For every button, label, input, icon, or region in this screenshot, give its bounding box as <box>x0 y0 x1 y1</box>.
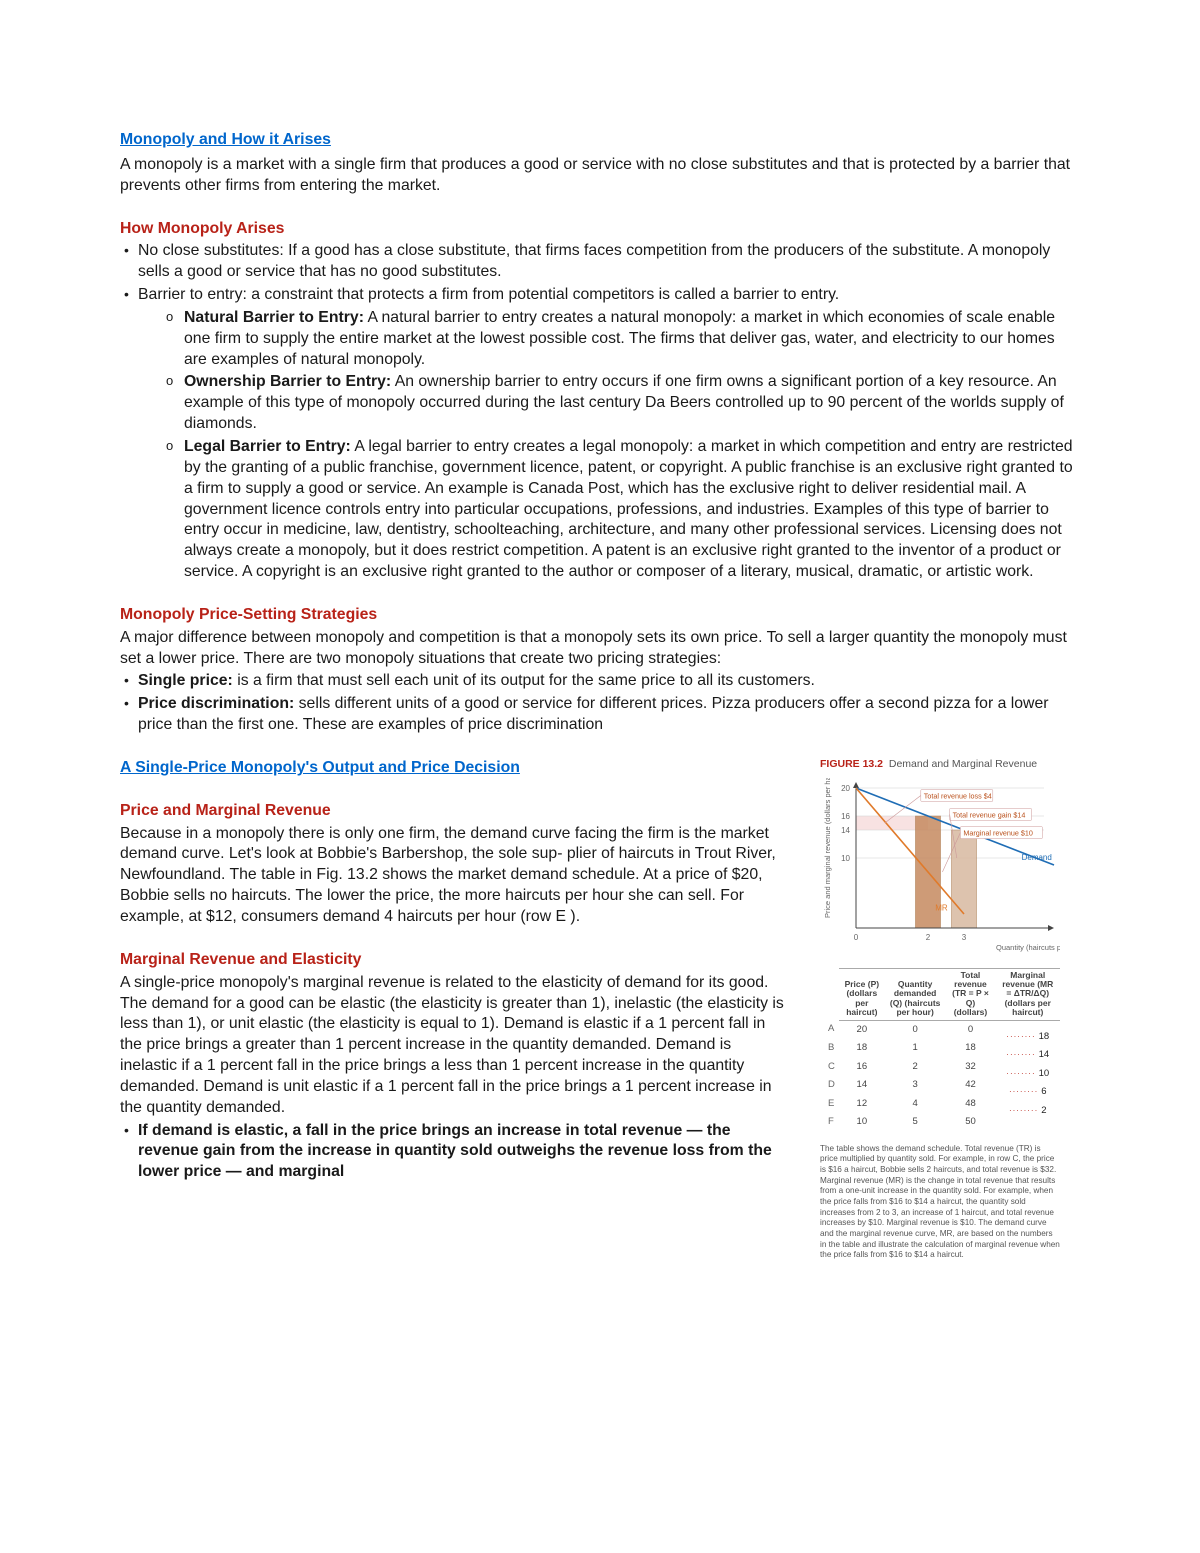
demand-elastic-text: If demand is elastic, a fall in the pric… <box>138 1122 772 1181</box>
table-cell: E <box>820 1095 839 1114</box>
table-header <box>820 968 839 1020</box>
barrier-entry-text: Barrier to entry: a constraint that prot… <box>138 286 839 303</box>
legal-barrier-body: A legal barrier to entry creates a legal… <box>184 438 1073 580</box>
svg-text:Marginal revenue $10: Marginal revenue $10 <box>963 828 1033 837</box>
table-cell: 0 <box>885 1020 946 1039</box>
table-cell: A <box>820 1020 839 1039</box>
sub-legal-barrier: Legal Barrier to Entry: A legal barrier … <box>162 437 1080 583</box>
legal-barrier-label: Legal Barrier to Entry: <box>184 438 351 455</box>
table-cell: D <box>820 1076 839 1095</box>
svg-text:Total revenue loss $4: Total revenue loss $4 <box>924 791 992 800</box>
left-column: A Single-Price Monopoly's Output and Pri… <box>120 758 790 1261</box>
table-header: Marginal revenue (MR = ΔTR/ΔQ) (dollars … <box>995 968 1060 1020</box>
sublist-barriers: Natural Barrier to Entry: A natural barr… <box>162 308 1080 583</box>
table-cell-mr: ········6 <box>995 1083 1060 1102</box>
table-cell: 32 <box>945 1058 995 1077</box>
heading-how-arises: How Monopoly Arises <box>120 219 1080 240</box>
heading-single-price-monopoly[interactable]: A Single-Price Monopoly's Output and Pri… <box>120 758 790 779</box>
table-cell: 4 <box>885 1095 946 1114</box>
figure-label: FIGURE 13.2 <box>820 758 883 770</box>
table-cell: 16 <box>839 1058 885 1077</box>
table-cell: C <box>820 1058 839 1077</box>
table-cell: 2 <box>885 1058 946 1077</box>
svg-text:Price and marginal revenue (do: Price and marginal revenue (dollars per … <box>823 778 832 918</box>
table-cell: 14 <box>839 1076 885 1095</box>
svg-text:20: 20 <box>841 784 850 793</box>
table-cell-mr: ········10 <box>995 1065 1060 1084</box>
ownership-barrier-label: Ownership Barrier to Entry: <box>184 373 391 390</box>
table-header: Total revenue (TR = P × Q) (dollars) <box>945 968 995 1020</box>
intro-monopoly: A monopoly is a market with a single fir… <box>120 155 1080 197</box>
table-row: F10550 <box>820 1113 1060 1132</box>
mr-elasticity-body: A single-price monopoly's marginal reven… <box>120 973 790 1119</box>
svg-text:0: 0 <box>854 933 859 942</box>
section-price-strategies: Monopoly Price-Setting Strategies A majo… <box>120 605 1080 736</box>
table-cell: 10 <box>839 1113 885 1132</box>
heading-price-mr: Price and Marginal Revenue <box>120 801 790 822</box>
demand-schedule-table: Price (P) (dollars per haircut)Quantity … <box>820 968 1060 1132</box>
table-cell: F <box>820 1113 839 1132</box>
figure-subtitle: Demand and Marginal Revenue <box>889 758 1037 770</box>
table-cell: 50 <box>945 1113 995 1132</box>
price-discrimination-label: Price discrimination: <box>138 695 294 712</box>
list-mr-elasticity: If demand is elastic, a fall in the pric… <box>120 1121 790 1184</box>
list-how-arises: No close substitutes: If a good has a cl… <box>120 241 1080 583</box>
bullet-no-close-substitutes: No close substitutes: If a good has a cl… <box>120 241 1080 283</box>
table-cell: 18 <box>945 1039 995 1058</box>
table-cell-mr: ········14 <box>995 1046 1060 1065</box>
table-cell: 5 <box>885 1113 946 1132</box>
single-price-body: is a firm that must sell each unit of it… <box>233 672 815 689</box>
svg-text:Quantity (haircuts per hour): Quantity (haircuts per hour) <box>996 943 1060 952</box>
section-how-monopoly-arises: How Monopoly Arises No close substitutes… <box>120 219 1080 583</box>
single-price-label: Single price: <box>138 672 233 689</box>
svg-text:10: 10 <box>841 854 850 863</box>
table-header: Price (P) (dollars per haircut) <box>839 968 885 1020</box>
price-strategies-intro: A major difference between monopoly and … <box>120 628 1080 670</box>
table-cell: 20 <box>839 1020 885 1039</box>
svg-text:3: 3 <box>962 933 967 942</box>
heading-monopoly[interactable]: Monopoly and How it Arises <box>120 130 1080 151</box>
figure-title: FIGURE 13.2 Demand and Marginal Revenue <box>820 758 1080 772</box>
svg-text:2: 2 <box>926 933 931 942</box>
svg-text:Demand: Demand <box>1022 853 1052 862</box>
page: Monopoly and How it Arises A monopoly is… <box>0 0 1200 1553</box>
list-price-strategies: Single price: is a firm that must sell e… <box>120 671 1080 736</box>
table-cell: 42 <box>945 1076 995 1095</box>
demand-mr-chart: 10 14 16 20 0 2 3 Demand MR Total revenue loss $4… <box>820 778 1060 958</box>
svg-text:16: 16 <box>841 812 850 821</box>
section-mr-elasticity: Marginal Revenue and Elasticity A single… <box>120 950 790 1183</box>
table-cell: B <box>820 1039 839 1058</box>
table-cell: 3 <box>885 1076 946 1095</box>
figure-column: FIGURE 13.2 Demand and Marginal Revenue … <box>820 758 1080 1261</box>
natural-barrier-label: Natural Barrier to Entry: <box>184 309 364 326</box>
section-single-price-link: A Single-Price Monopoly's Output and Pri… <box>120 758 790 779</box>
svg-text:MR: MR <box>935 903 948 912</box>
heading-mr-elasticity: Marginal Revenue and Elasticity <box>120 950 790 971</box>
figure-caption: The table shows the demand schedule. Tot… <box>820 1144 1060 1261</box>
table-cell: 12 <box>839 1095 885 1114</box>
section-price-marginal-revenue: Price and Marginal Revenue Because in a … <box>120 801 790 928</box>
section-monopoly-arises: Monopoly and How it Arises A monopoly is… <box>120 130 1080 197</box>
two-column-region: A Single-Price Monopoly's Output and Pri… <box>120 758 1080 1261</box>
table-header: Quantity demanded (Q) (haircuts per hour… <box>885 968 946 1020</box>
bullet-price-discrimination: Price discrimination: sells different un… <box>120 694 1080 736</box>
sub-ownership-barrier: Ownership Barrier to Entry: An ownership… <box>162 372 1080 435</box>
svg-text:Total revenue gain $14: Total revenue gain $14 <box>953 810 1026 819</box>
table-cell-mr: ········18 <box>995 1027 1060 1046</box>
table-row: A2000········18 <box>820 1020 1060 1039</box>
heading-price-strategies: Monopoly Price-Setting Strategies <box>120 605 1080 626</box>
table-cell-mr <box>995 1113 1060 1132</box>
table-cell: 1 <box>885 1039 946 1058</box>
bullet-barrier-entry: Barrier to entry: a constraint that prot… <box>120 285 1080 583</box>
bullet-demand-elastic: If demand is elastic, a fall in the pric… <box>120 1121 790 1184</box>
bullet-single-price: Single price: is a firm that must sell e… <box>120 671 1080 692</box>
price-mr-body: Because in a monopoly there is only one … <box>120 824 790 928</box>
svg-text:14: 14 <box>841 826 850 835</box>
table-cell: 0 <box>945 1020 995 1039</box>
table-cell: 18 <box>839 1039 885 1058</box>
table-cell: 48 <box>945 1095 995 1114</box>
sub-natural-barrier: Natural Barrier to Entry: A natural barr… <box>162 308 1080 371</box>
